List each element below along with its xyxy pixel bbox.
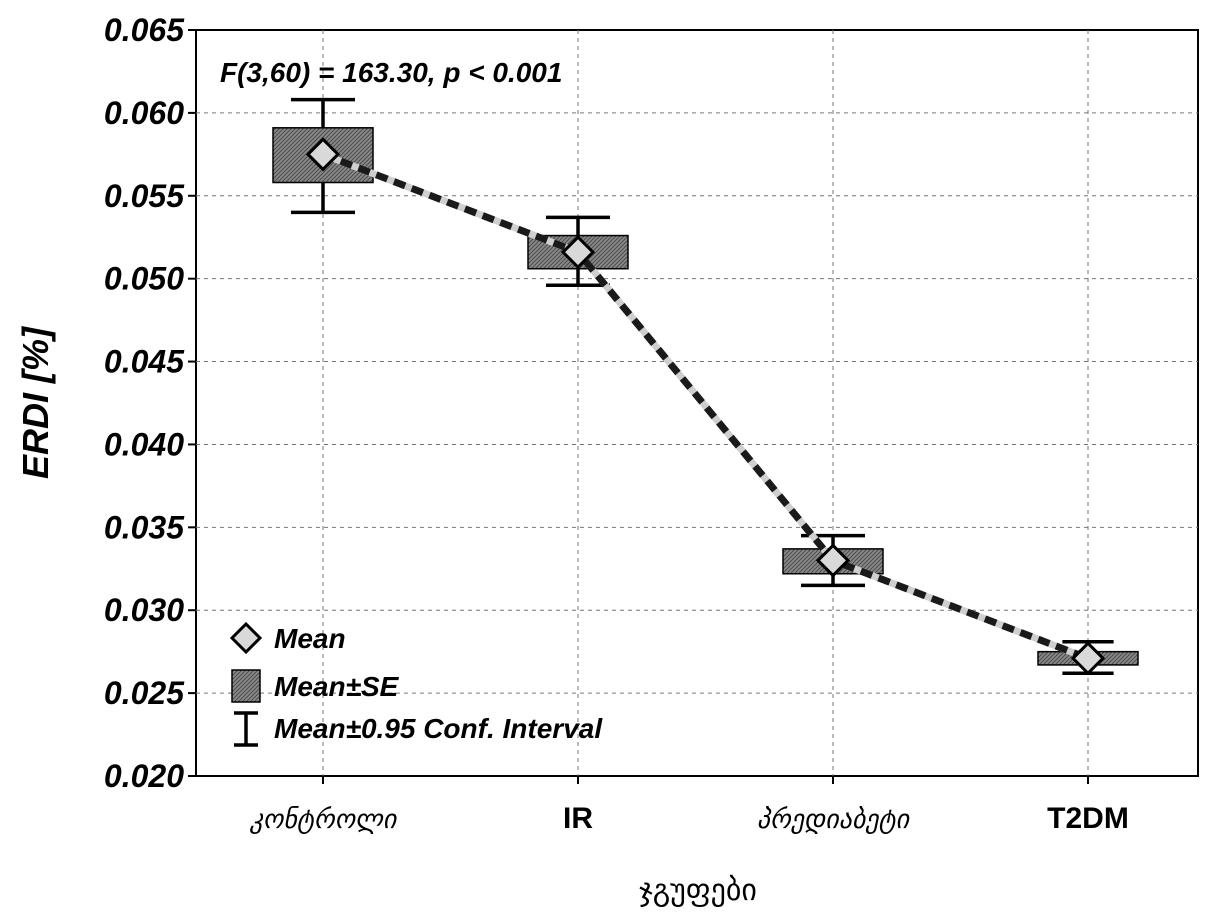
x-tick-label: T2DM: [1047, 802, 1129, 835]
y-tick-label: 0.060: [104, 95, 184, 131]
mean-line: [321, 151, 1090, 662]
mean-point: [1070, 641, 1106, 676]
x-tick-label: პრედიაბეტი: [757, 804, 911, 834]
mean-markers: [305, 137, 1106, 676]
legend-label-mean: Mean: [274, 623, 346, 654]
legend-label-ci: Mean±0.95 Conf. Interval: [274, 713, 603, 744]
y-axis-ticks: 0.020 0.025 0.030 0.035 0.040 0.045 0.050 0.055…: [104, 12, 196, 794]
hatched-box-icon: [231, 669, 261, 703]
x-tick-label: IR: [563, 802, 593, 835]
x-axis-ticks: კონტროლი IR პრედიაბეტი T2DM: [249, 776, 1129, 835]
y-tick-label: 0.025: [104, 675, 185, 711]
y-tick-label: 0.065: [104, 12, 185, 48]
y-tick-label: 0.030: [104, 592, 184, 628]
legend-label-se: Mean±SE: [274, 671, 400, 702]
x-tick-label: კონტროლი: [249, 804, 398, 834]
legend-item-ci: Mean±0.95 Conf. Interval: [234, 711, 603, 747]
statistics-annotation: F(3,60) = 163.30, p < 0.001: [220, 57, 562, 88]
y-tick-label: 0.045: [104, 344, 185, 380]
mean-point: [305, 137, 341, 172]
mean-line-dash: [321, 151, 1090, 662]
y-tick-label: 0.020: [104, 758, 184, 794]
legend-item-se: Mean±SE: [231, 669, 400, 703]
whisker-icon: [234, 711, 258, 747]
diamond-marker-icon: [229, 621, 263, 655]
y-tick-label: 0.040: [104, 426, 184, 462]
legend-item-mean: Mean: [229, 621, 346, 655]
x-axis-title: ჯგუფები: [639, 874, 757, 907]
y-tick-label: 0.035: [104, 509, 185, 545]
mean-point: [815, 543, 851, 578]
y-tick-label: 0.050: [104, 261, 184, 297]
mean-point: [560, 235, 596, 270]
y-axis-title: ERDI [%]: [15, 326, 56, 479]
legend: Mean Mean±SE Mean±0.95 Conf. Interval: [229, 621, 603, 747]
grid-lines: [196, 30, 1198, 776]
y-tick-label: 0.055: [104, 178, 185, 214]
